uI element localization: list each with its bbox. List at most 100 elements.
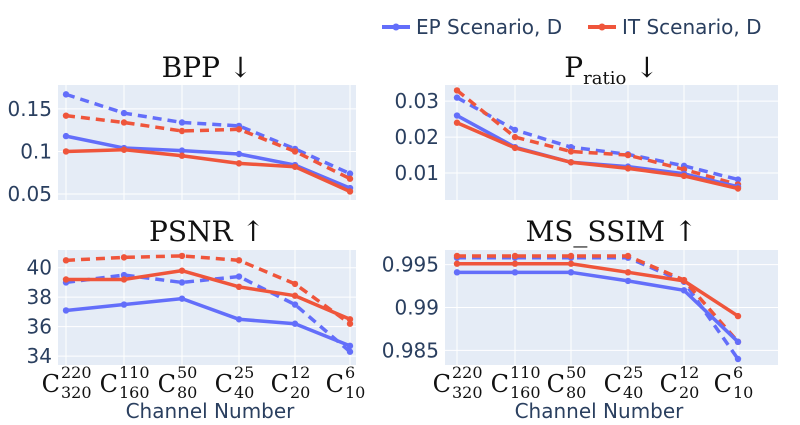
series-line [456, 96, 739, 182]
svg-text:20: 20 [290, 383, 310, 402]
legend-label-it: IT Scenario, D [622, 15, 762, 39]
data-point [235, 160, 243, 167]
series-line [65, 254, 352, 326]
x-axis-title-left: Channel Number [126, 399, 296, 423]
data-point [346, 170, 354, 177]
x-tick-label: C 610 [326, 363, 366, 402]
svg-text:12: 12 [679, 363, 699, 382]
series-line [65, 296, 351, 348]
data-point [291, 280, 299, 288]
svg-text:C: C [100, 370, 118, 398]
data-point [624, 165, 632, 172]
svg-text:160: 160 [510, 383, 541, 402]
svg-text:160: 160 [119, 383, 150, 402]
y-tick-label: 0.02 [394, 125, 439, 149]
svg-text:220: 220 [452, 363, 483, 382]
data-point [235, 126, 243, 133]
series-line [457, 261, 739, 318]
data-point [346, 320, 354, 327]
y-tick-label: 0.985 [382, 338, 439, 362]
svg-text:C: C [326, 370, 344, 398]
data-point [178, 252, 186, 260]
data-point [235, 283, 243, 291]
data-point [453, 252, 461, 260]
data-point [511, 260, 519, 267]
data-point [235, 257, 243, 264]
data-point [567, 252, 575, 260]
data-point [120, 109, 128, 117]
y-tick-label: 0.995 [382, 253, 439, 277]
data-point [62, 257, 70, 264]
data-point [120, 276, 128, 283]
data-point [511, 269, 519, 276]
data-point [178, 279, 186, 286]
legend-label-ep: EP Scenario, D [416, 15, 562, 39]
y-tick-label: 0.1 [20, 139, 52, 163]
panel-1: 0.05 0.1 0.15 BPP ↓ [7, 51, 356, 206]
data-point [291, 301, 299, 308]
svg-text:80: 80 [566, 383, 586, 402]
y-tick-label: 40 [27, 256, 52, 280]
panel-4: 0.985 0.99 0.995 MS_SSIM ↑ [382, 215, 778, 365]
svg-text:6: 6 [733, 363, 743, 382]
data-point [62, 91, 70, 98]
svg-text:C: C [271, 370, 289, 398]
series-line [457, 254, 740, 343]
data-point [734, 185, 742, 192]
svg-text:50: 50 [566, 363, 586, 382]
data-point [734, 355, 742, 363]
data-point [178, 119, 186, 126]
legend-marker-ep [392, 23, 400, 31]
data-point [734, 338, 742, 346]
data-point [291, 292, 299, 299]
data-point [235, 150, 243, 158]
svg-text:C: C [158, 370, 176, 398]
panel-2: 0.01 0.02 0.03 Pratio ↓ [394, 51, 778, 200]
x-tick-label: C 610 [714, 363, 754, 402]
svg-text:C: C [42, 370, 60, 398]
panel-title: PSNR ↑ [149, 215, 265, 248]
data-point [120, 301, 128, 308]
panel-title: MS_SSIM ↑ [526, 215, 698, 248]
data-point [235, 273, 243, 280]
data-point [346, 348, 354, 355]
svg-text:12: 12 [290, 363, 310, 382]
data-point [734, 176, 742, 183]
svg-text:C: C [547, 370, 565, 398]
panel-title: Pratio ↓ [564, 51, 658, 89]
svg-text:320: 320 [61, 383, 92, 402]
y-tick-label: 38 [27, 285, 52, 309]
data-point [624, 151, 632, 159]
svg-text:C: C [433, 370, 451, 398]
svg-text:6: 6 [345, 363, 355, 382]
series-line [65, 273, 352, 354]
series-line [455, 89, 739, 187]
data-point [624, 277, 632, 285]
series-line [65, 92, 351, 176]
data-point [62, 132, 70, 140]
data-point [511, 133, 519, 141]
data-point [453, 87, 461, 94]
data-point [567, 260, 575, 267]
series-line [66, 268, 351, 321]
data-point [453, 260, 461, 267]
legend-marker-it [598, 23, 606, 31]
data-point [511, 252, 519, 260]
svg-text:110: 110 [119, 363, 150, 382]
data-point [346, 175, 354, 182]
data-point [120, 254, 128, 261]
data-point [453, 112, 461, 119]
data-point [178, 127, 186, 135]
data-point [120, 271, 128, 279]
data-point [291, 148, 299, 155]
data-point [178, 147, 186, 154]
series-line [65, 113, 351, 181]
svg-text:C: C [660, 370, 678, 398]
y-tick-label: 0.03 [394, 89, 439, 113]
data-point [680, 172, 688, 180]
svg-text:20: 20 [679, 383, 699, 402]
